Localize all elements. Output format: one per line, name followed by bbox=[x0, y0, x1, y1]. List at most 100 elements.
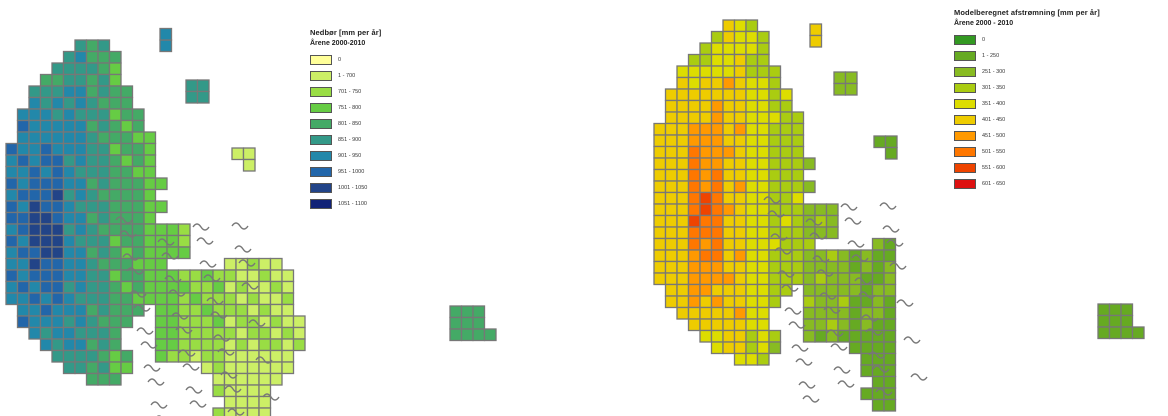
grid-cell bbox=[120, 108, 134, 122]
grid-cell bbox=[825, 226, 839, 240]
grid-cell bbox=[710, 157, 724, 171]
grid-cell bbox=[687, 76, 701, 90]
grid-cell bbox=[177, 303, 191, 317]
grid-cell bbox=[733, 168, 747, 182]
grid-cell bbox=[108, 315, 122, 329]
island-cell bbox=[809, 34, 823, 48]
grid-cell bbox=[676, 260, 690, 274]
grid-cell bbox=[85, 349, 99, 363]
grid-cell bbox=[676, 122, 690, 136]
grid-cell bbox=[676, 295, 690, 309]
legend-swatch bbox=[310, 71, 332, 81]
grid-cell bbox=[97, 177, 111, 191]
grid-cell bbox=[733, 111, 747, 125]
grid-cell bbox=[85, 188, 99, 202]
grid-cell bbox=[62, 188, 76, 202]
grid-cell bbox=[97, 85, 111, 99]
grid-cell bbox=[39, 303, 53, 317]
grid-cell bbox=[235, 395, 249, 409]
grid-cell bbox=[51, 280, 65, 294]
grid-cell bbox=[733, 306, 747, 320]
island-cell bbox=[460, 316, 474, 330]
grid-cell bbox=[131, 234, 145, 248]
grid-cell bbox=[28, 165, 42, 179]
grid-cell bbox=[860, 364, 874, 378]
grid-cell bbox=[653, 272, 667, 286]
grid-cell bbox=[733, 19, 747, 33]
grid-cell bbox=[85, 269, 99, 283]
grid-cell bbox=[722, 203, 736, 217]
grid-cell bbox=[756, 329, 770, 343]
grid-cell bbox=[699, 260, 713, 274]
grid-cell bbox=[16, 142, 30, 156]
legend-label: 0 bbox=[338, 57, 342, 63]
grid-cell bbox=[85, 303, 99, 317]
grid-cell bbox=[97, 165, 111, 179]
grid-cell bbox=[62, 62, 76, 76]
grid-cell bbox=[791, 145, 805, 159]
grid-cell bbox=[154, 292, 168, 306]
grid-cell bbox=[292, 315, 306, 329]
island-cell bbox=[1097, 303, 1111, 317]
grid-cell bbox=[756, 168, 770, 182]
grid-cell bbox=[848, 329, 862, 343]
grid-cell bbox=[768, 283, 782, 297]
grid-cell bbox=[200, 338, 214, 352]
grid-cell bbox=[745, 42, 759, 56]
grid-cell bbox=[802, 249, 816, 263]
grid-cell bbox=[791, 122, 805, 136]
grid-cell bbox=[120, 85, 134, 99]
grid-cell bbox=[62, 73, 76, 87]
grid-cell bbox=[212, 349, 226, 363]
grid-cell bbox=[722, 318, 736, 332]
legend-item: 951 - 1000 bbox=[310, 164, 381, 180]
grid-cell bbox=[745, 53, 759, 67]
grid-cell bbox=[5, 280, 19, 294]
island-cell bbox=[1097, 326, 1111, 340]
grid-cell bbox=[710, 226, 724, 240]
grid-cell bbox=[733, 272, 747, 286]
grid-cell bbox=[664, 237, 678, 251]
grid-cell bbox=[120, 292, 134, 306]
grid-cell bbox=[85, 361, 99, 375]
island-cell bbox=[449, 328, 463, 342]
grid-cell bbox=[62, 246, 76, 260]
grid-cell bbox=[710, 134, 724, 148]
grid-cell bbox=[664, 122, 678, 136]
legend-item: 0 bbox=[954, 32, 1100, 48]
grid-cell bbox=[756, 157, 770, 171]
grid-cell bbox=[733, 88, 747, 102]
grid-cell bbox=[85, 119, 99, 133]
grid-cell bbox=[5, 234, 19, 248]
grid-cell bbox=[97, 361, 111, 375]
grid-cell bbox=[676, 272, 690, 286]
grid-cell bbox=[687, 145, 701, 159]
grid-cell bbox=[246, 372, 260, 386]
grid-cell bbox=[108, 165, 122, 179]
grid-cell bbox=[74, 211, 88, 225]
grid-cell bbox=[131, 211, 145, 225]
grid-cell bbox=[120, 154, 134, 168]
grid-cell bbox=[39, 338, 53, 352]
grid-cell bbox=[664, 214, 678, 228]
grid-cell bbox=[733, 145, 747, 159]
grid-cell bbox=[676, 168, 690, 182]
grid-cell bbox=[745, 88, 759, 102]
grid-cell bbox=[120, 361, 134, 375]
grid-cell bbox=[131, 177, 145, 191]
grid-cell bbox=[177, 234, 191, 248]
legend-item: 1 - 250 bbox=[954, 48, 1100, 64]
grid-cell bbox=[189, 269, 203, 283]
grid-cell bbox=[85, 292, 99, 306]
grid-cell bbox=[664, 260, 678, 274]
grid-cell bbox=[710, 214, 724, 228]
grid-cell bbox=[258, 395, 272, 409]
island-cell bbox=[196, 79, 210, 93]
grid-cell bbox=[85, 154, 99, 168]
grid-cell bbox=[837, 260, 851, 274]
grid-cell bbox=[722, 341, 736, 355]
grid-cell bbox=[74, 188, 88, 202]
grid-cell bbox=[837, 318, 851, 332]
grid-cell bbox=[143, 142, 157, 156]
grid-cell bbox=[74, 177, 88, 191]
